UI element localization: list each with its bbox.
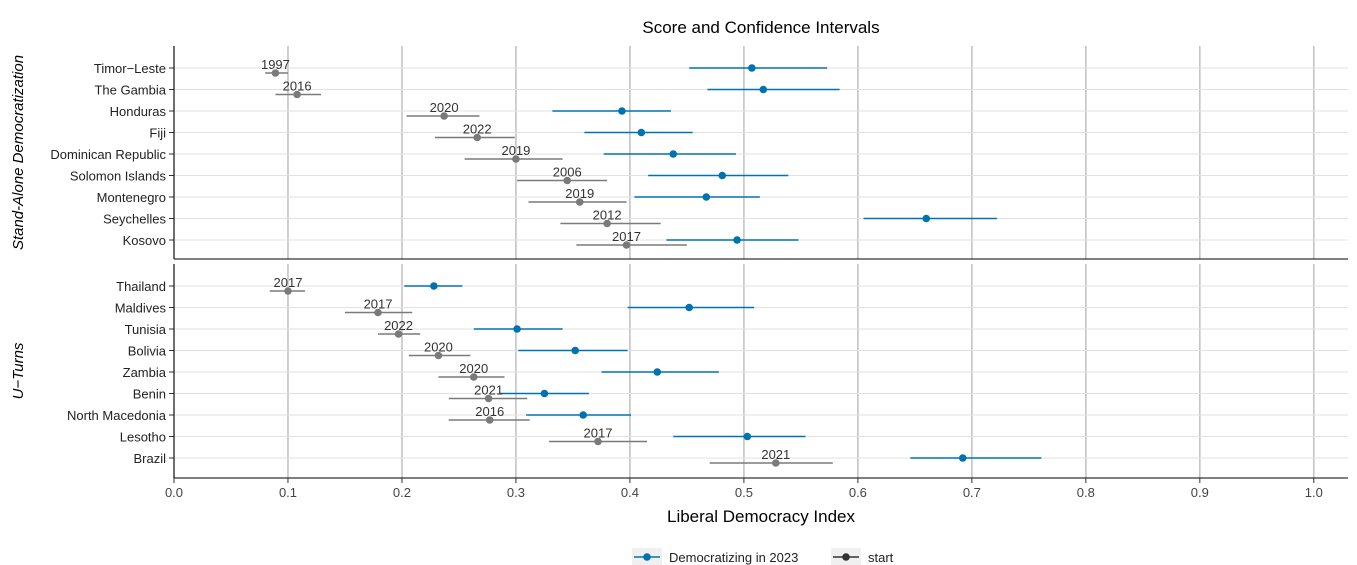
x-tick-label: 0.4 [621,485,639,500]
current-point [653,368,662,376]
current-point [922,214,931,223]
start-point [293,90,301,99]
start-year-label: 2021 [761,447,790,462]
start-year-label: 2012 [593,208,622,223]
start-point [284,287,292,295]
start-point [484,394,493,403]
start-year-label: 2021 [474,383,503,398]
panel-label: U−Turns [10,342,27,399]
current-point [718,171,727,180]
x-tick-label: 0.1 [279,485,297,500]
start-point [622,241,631,249]
x-tick-label: 0.5 [735,485,753,500]
start-point [440,112,448,120]
x-tick-label: 0.3 [507,485,525,500]
start-year-label: 2017 [612,229,641,244]
start-year-label: 2020 [424,340,453,355]
start-year-label: 2016 [283,79,312,94]
start-point [374,308,382,317]
legend-key-point [643,553,651,561]
start-point [575,198,584,206]
start-point [271,69,280,77]
start-year-label: 2017 [364,297,393,312]
x-tick-label: 0.0 [165,485,183,500]
start-point [603,219,611,228]
country-label: Tunisia [125,322,167,337]
start-year-label: 2019 [565,186,594,201]
country-label: Zambia [123,365,167,380]
current-point [669,150,678,158]
x-axis: 0.0 0.1 0.2 0.3 0.4 0.5 0.6 0.7 0.8 0.9 1.0 [165,478,1323,500]
x-tick-label: 0.6 [849,485,867,500]
country-label: Honduras [110,104,167,119]
current-point [579,411,587,419]
start-year-label: 2022 [463,122,492,137]
current-point [733,236,741,244]
country-label: Maldives [115,301,167,316]
country-label: Fiji [149,126,166,141]
start-year-label: 2017 [274,275,303,290]
panel-1: Thailand 2017 Maldives 2017 Tunisia 2022 Boliv… [10,264,1348,479]
current-point [743,432,752,441]
country-label: Dominican Republic [50,147,166,162]
country-label: Thailand [116,279,166,294]
start-point [469,373,478,381]
x-tick-label: 1.0 [1305,485,1323,500]
plot-panels: Timor−Leste 1997 The Gambia 2016 Honduras 202… [10,46,1348,479]
current-point [540,389,549,398]
start-year-label: 2022 [384,318,413,333]
start-year-label: 2020 [459,361,488,376]
country-label: Timor−Leste [94,61,166,76]
chart-title: Score and Confidence Intervals [642,18,879,37]
current-point [571,346,580,355]
x-tick-label: 0.7 [963,485,981,500]
country-label: Montenegro [97,190,166,205]
start-year-label: 2017 [584,426,613,441]
country-label: Bolivia [128,344,167,359]
current-point [702,193,711,201]
start-year-label: 2006 [553,165,582,180]
start-year-label: 2020 [430,100,459,115]
x-axis-label: Liberal Democracy Index [667,507,856,526]
start-year-label: 2019 [501,143,530,158]
legend: Democratizing in 2023 start [632,548,894,565]
current-point [430,282,438,290]
x-tick-label: 0.9 [1191,485,1209,500]
current-point [748,64,756,72]
start-point [473,133,481,142]
current-point [759,85,768,94]
start-year-label: 2016 [475,404,504,419]
country-label: Lesotho [120,430,166,445]
country-label: Brazil [133,451,166,466]
legend-key-point [842,553,850,561]
start-point [594,437,602,446]
start-point [485,416,494,424]
x-tick-label: 0.8 [1077,485,1095,500]
start-point [512,155,520,163]
start-point [434,351,443,360]
country-label: Benin [133,387,166,402]
start-point [563,176,572,185]
current-point [513,325,521,333]
current-point [618,107,626,115]
panel-0: Timor−Leste 1997 The Gambia 2016 Honduras 202… [10,46,1348,260]
legend-label: start [868,550,894,565]
current-point [685,303,693,312]
x-tick-label: 0.2 [393,485,411,500]
legend-label: Democratizing in 2023 [669,550,798,565]
country-label: The Gambia [94,83,166,98]
current-point [958,454,967,462]
start-point [772,459,780,467]
start-point [394,330,403,338]
country-label: Seychelles [103,212,166,227]
country-label: Solomon Islands [70,169,167,184]
country-label: Kosovo [123,233,166,248]
country-label: North Macedonia [67,408,167,423]
current-point [637,128,646,137]
panel-label: Stand-Alone Democratization [10,55,27,250]
start-year-label: 1997 [261,57,290,72]
